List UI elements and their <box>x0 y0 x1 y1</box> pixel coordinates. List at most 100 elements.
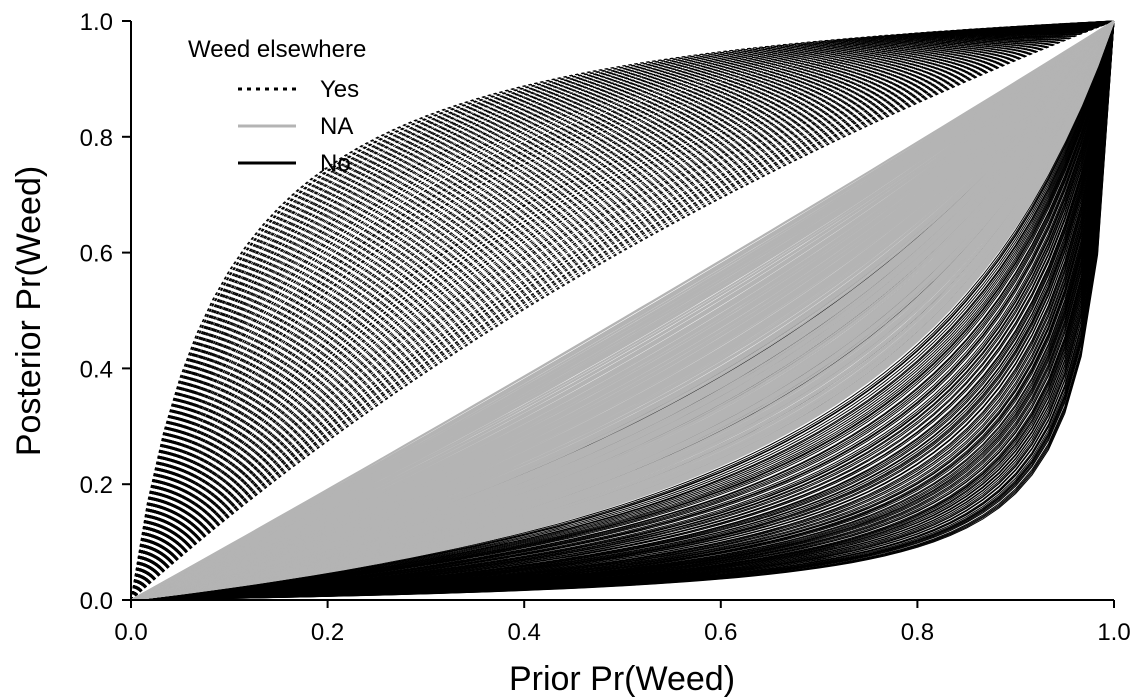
curve-yes <box>130 20 1115 601</box>
curve-yes <box>130 20 1115 601</box>
curve-yes <box>130 20 1115 601</box>
y-axis-label: Posterior Pr(Weed) <box>10 166 48 456</box>
curve-na <box>130 20 1115 601</box>
curve-yes <box>130 20 1115 601</box>
curve-yes <box>130 20 1115 601</box>
curve-yes <box>130 20 1115 601</box>
curve-yes <box>130 20 1115 601</box>
curve-yes <box>130 20 1115 601</box>
curve-yes <box>130 20 1115 601</box>
y-tick-label: 0.0 <box>80 588 113 615</box>
curve-yes <box>130 20 1115 601</box>
curve-na <box>130 20 1115 601</box>
curve-yes <box>130 20 1115 601</box>
curve-yes <box>130 20 1115 601</box>
curve-yes <box>130 20 1115 601</box>
curve-na <box>130 20 1115 601</box>
curve-yes <box>130 20 1115 601</box>
legend-label: NA <box>320 113 353 140</box>
x-tick-label: 0.6 <box>704 619 737 646</box>
y-tick-label: 0.6 <box>80 241 113 268</box>
legend: Weed elsewhere Yes NA No <box>188 36 366 177</box>
curve-yes <box>130 20 1115 601</box>
posterior-curves <box>130 20 1115 601</box>
curve-yes <box>130 20 1115 601</box>
curve-yes <box>130 20 1115 601</box>
curve-yes <box>130 20 1115 601</box>
curve-yes <box>130 20 1115 601</box>
curve-yes <box>130 20 1115 601</box>
curve-yes <box>130 20 1115 601</box>
curve-yes <box>130 20 1115 601</box>
curve-yes <box>130 20 1115 601</box>
curve-yes <box>130 20 1115 601</box>
curve-yes <box>130 20 1115 601</box>
curve-yes <box>130 20 1115 601</box>
curve-na <box>130 20 1115 601</box>
curve-yes <box>130 20 1115 601</box>
curve-yes <box>130 20 1115 601</box>
curve-yes <box>130 20 1115 601</box>
legend-label: No <box>320 150 351 177</box>
legend-entry-na: NA <box>238 113 353 140</box>
curve-yes <box>130 20 1115 601</box>
curve-yes <box>130 20 1115 601</box>
curve-yes <box>130 20 1115 601</box>
curve-yes <box>130 20 1115 601</box>
y-tick-label: 0.2 <box>80 472 113 499</box>
legend-label: Yes <box>320 76 359 103</box>
curve-yes <box>130 20 1115 601</box>
curve-yes <box>130 20 1115 601</box>
curve-yes <box>130 20 1115 601</box>
curve-yes <box>130 20 1115 601</box>
legend-title: Weed elsewhere <box>188 36 366 63</box>
curve-yes <box>130 20 1115 601</box>
curve-na <box>130 20 1115 601</box>
x-tick-label: 0.2 <box>311 619 344 646</box>
series-yes <box>130 20 1115 601</box>
x-ticks: 0.0 0.2 0.4 0.6 0.8 1.0 <box>114 600 1131 646</box>
curve-yes <box>130 20 1115 601</box>
curve-yes <box>130 20 1115 601</box>
curve-na <box>130 20 1115 601</box>
curve-yes <box>130 20 1115 601</box>
curve-yes <box>130 20 1115 601</box>
legend-entry-yes: Yes <box>238 76 359 103</box>
curve-yes <box>130 20 1115 601</box>
series-na <box>130 20 1115 601</box>
curve-yes <box>130 20 1115 601</box>
curve-yes <box>130 20 1115 601</box>
curve-yes <box>130 20 1115 601</box>
x-tick-label: 0.8 <box>901 619 934 646</box>
curve-yes <box>130 20 1115 601</box>
curve-yes <box>130 20 1115 601</box>
curve-yes <box>130 20 1115 601</box>
curve-yes <box>130 20 1115 601</box>
curve-na <box>130 20 1115 601</box>
x-tick-label: 1.0 <box>1097 619 1130 646</box>
curve-na <box>130 20 1115 601</box>
curve-yes <box>130 20 1115 601</box>
curve-yes <box>130 20 1115 601</box>
curve-yes <box>130 20 1115 601</box>
x-tick-label: 0.0 <box>114 619 147 646</box>
curve-yes <box>130 20 1115 601</box>
curve-yes <box>130 20 1115 601</box>
curve-yes <box>130 20 1115 601</box>
curve-yes <box>130 20 1115 601</box>
curve-yes <box>130 20 1115 601</box>
axes <box>130 21 1114 601</box>
curve-yes <box>130 20 1115 601</box>
curve-yes <box>130 20 1115 601</box>
legend-entries: Yes NA No <box>238 76 359 177</box>
curve-yes <box>130 20 1115 601</box>
curve-yes <box>130 20 1115 601</box>
y-tick-label: 0.4 <box>80 356 113 383</box>
curve-yes <box>130 20 1115 601</box>
curve-yes <box>130 20 1115 601</box>
y-tick-label: 1.0 <box>80 9 113 36</box>
curve-yes <box>130 20 1115 601</box>
curve-yes <box>130 20 1115 601</box>
curve-yes <box>130 20 1115 601</box>
